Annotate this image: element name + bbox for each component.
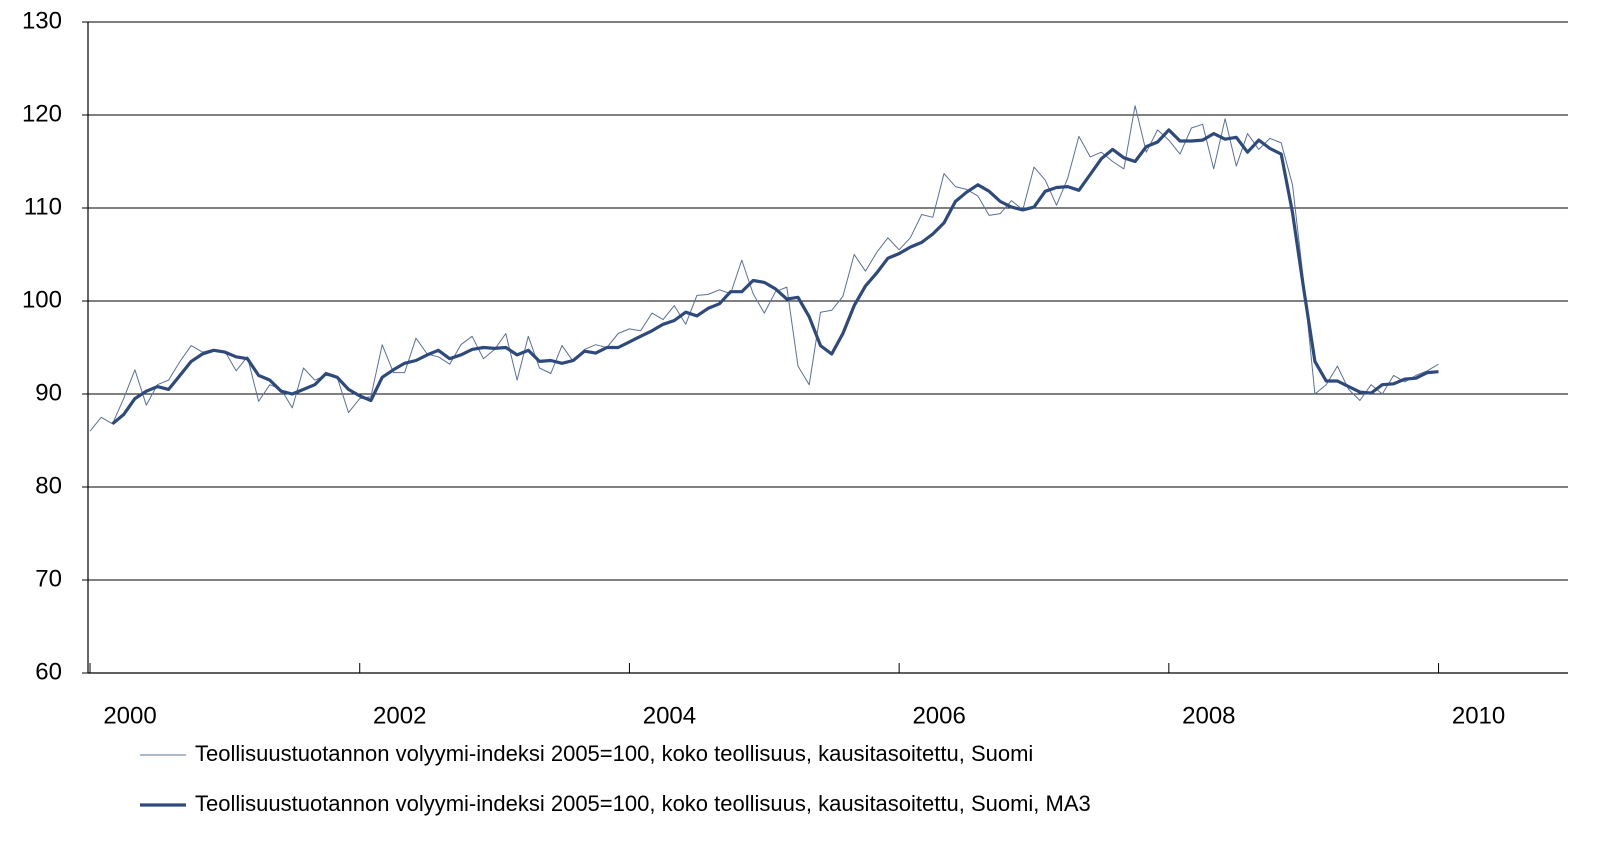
y-tick-label: 120 — [22, 100, 62, 127]
y-tick-label: 80 — [35, 472, 62, 499]
x-tick-label: 2000 — [103, 702, 156, 729]
legend-label: Teollisuustuotannon volyymi-indeksi 2005… — [195, 741, 1033, 766]
y-tick-label: 60 — [35, 658, 62, 685]
y-tick-label: 70 — [35, 565, 62, 592]
y-tick-label: 130 — [22, 7, 62, 34]
x-tick-label: 2006 — [912, 702, 965, 729]
x-tick-label: 2004 — [643, 702, 696, 729]
y-tick-label: 100 — [22, 286, 62, 313]
x-tick-label: 2010 — [1452, 702, 1505, 729]
x-tick-label: 2002 — [373, 702, 426, 729]
series-line — [111, 128, 1439, 426]
series-line — [89, 105, 1439, 432]
y-tick-label: 110 — [24, 193, 62, 220]
x-tick-label: 2008 — [1182, 702, 1235, 729]
y-tick-label: 90 — [35, 379, 62, 406]
legend-label: Teollisuustuotannon volyymi-indeksi 2005… — [195, 791, 1091, 816]
legend: Teollisuustuotannon volyymi-indeksi 2005… — [140, 741, 1091, 816]
